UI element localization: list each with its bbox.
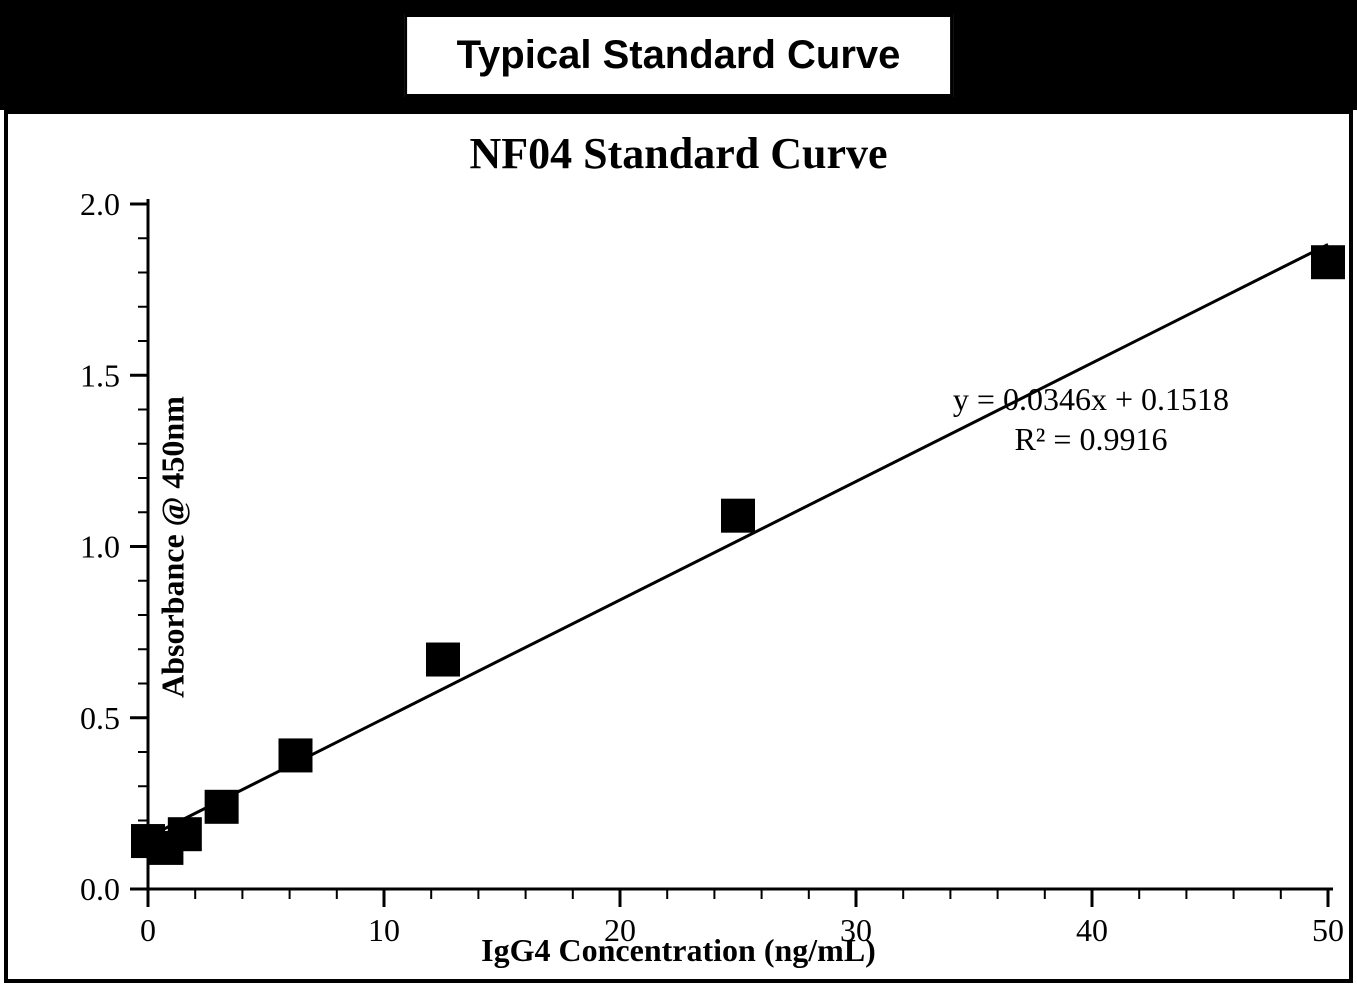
data-marker — [721, 499, 755, 533]
y-tick-label: 0.5 — [80, 700, 120, 736]
data-marker — [1311, 245, 1345, 279]
equation-line-2: R² = 0.9916 — [953, 419, 1229, 459]
x-tick-label: 30 — [840, 912, 872, 948]
trendline — [148, 244, 1328, 837]
x-tick-label: 0 — [140, 912, 156, 948]
x-tick-label: 10 — [368, 912, 400, 948]
page-root: Typical Standard Curve NF04 Standard Cur… — [0, 0, 1357, 987]
chart-plot-svg: 0.0 0.5 1.0 1.5 2.0 0 10 20 30 40 50 — [8, 114, 1349, 979]
x-tick-label: 20 — [604, 912, 636, 948]
y-tick-label: 2.0 — [80, 186, 120, 222]
y-tick-label: 1.0 — [80, 529, 120, 565]
equation-line-1: y = 0.0346x + 0.1518 — [953, 379, 1229, 419]
equation-annotation: y = 0.0346x + 0.1518 R² = 0.9916 — [953, 379, 1229, 459]
y-tick-label: 0.0 — [80, 871, 120, 907]
chart-frame: NF04 Standard Curve Absorbance @ 450nm I… — [4, 110, 1353, 983]
data-marker — [168, 817, 202, 851]
data-marker — [279, 738, 313, 772]
data-marker — [426, 643, 460, 677]
x-tick-label: 50 — [1312, 912, 1344, 948]
y-tick-label: 1.5 — [80, 357, 120, 393]
header-title-box: Typical Standard Curve — [404, 14, 954, 97]
x-tick-label: 40 — [1076, 912, 1108, 948]
header-title-text: Typical Standard Curve — [457, 33, 901, 77]
data-marker — [205, 790, 239, 824]
